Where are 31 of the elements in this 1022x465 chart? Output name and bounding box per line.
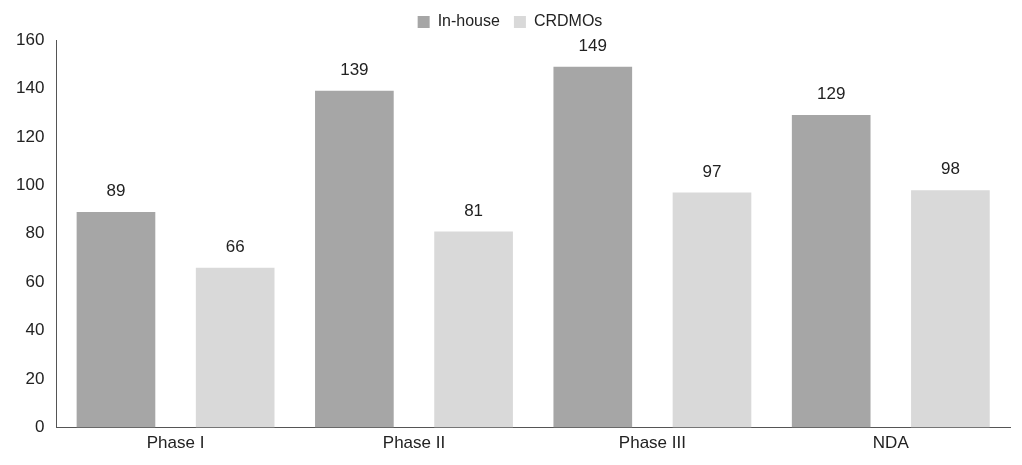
x-tick-label: Phase II [382,433,446,453]
x-tick-label: Phase I [146,433,205,453]
data-label: 139 [340,60,369,80]
bar [791,115,871,428]
legend-label: In-house [437,12,501,30]
data-label: 97 [702,161,722,181]
y-tick-label: 100 [15,175,45,195]
data-label: 81 [464,200,484,220]
y-tick-label: 0 [34,417,45,437]
bar [553,66,633,428]
bar [911,190,990,428]
bar [315,90,394,428]
bar [672,192,752,428]
y-tick-label: 80 [25,223,45,243]
x-tick-label: NDA [872,433,910,453]
data-label: 66 [225,236,245,256]
y-tick-label: 120 [15,126,45,146]
y-tick-label: 140 [15,78,45,98]
y-tick-label: 20 [25,368,45,388]
data-label: 89 [106,181,126,201]
bar [195,267,275,428]
y-tick-label: 60 [25,271,45,291]
bar [434,231,513,428]
data-label: 129 [817,84,846,104]
y-tick-label: 40 [25,320,45,340]
bar [76,212,156,428]
data-label: 149 [578,35,607,55]
x-tick-label: Phase III [618,433,686,453]
legend-label: CRDMOs [533,12,603,30]
y-tick-label: 160 [15,29,45,49]
data-label: 98 [940,159,960,179]
